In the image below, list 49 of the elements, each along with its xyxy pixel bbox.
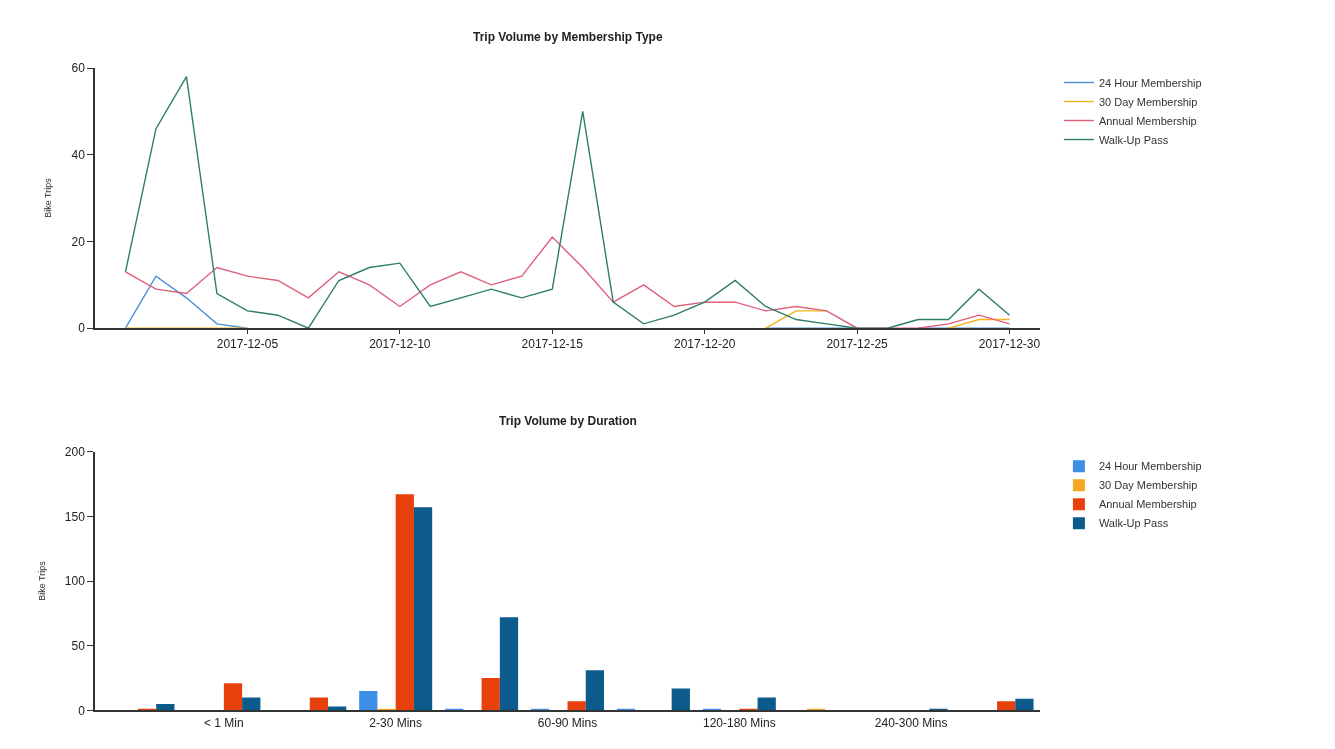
y-tick-label: 0 [78,321,86,336]
chart-title: Trip Volume by Membership Type [473,30,663,44]
x-tick-label: 240-300 Mins [874,715,948,730]
y-tick-label: 100 [64,574,86,589]
x-tick-label: 60-90 Mins [537,715,598,730]
legend-label: Annual Membership [1098,114,1197,127]
x-tick-label: 2017-12-20 [673,337,736,352]
legend-label: Walk-Up Pass [1098,517,1169,530]
bar [1015,698,1034,711]
bar [309,697,329,711]
x-tick-label: 2017-12-25 [826,337,889,352]
chart-title: Trip Volume by Duration [499,414,637,428]
y-tick-label: 50 [71,638,86,653]
bar [585,670,605,711]
x-tick-label: 2017-12-10 [369,337,431,352]
y-tick-label: 200 [64,444,86,459]
legend-label: 30 Day Membership [1098,479,1198,492]
y-axis-title: Bike Trips [43,177,54,218]
bar [671,688,690,711]
bar [242,697,261,711]
bar [567,701,586,711]
y-tick-label: 150 [64,509,86,524]
bar [997,701,1016,711]
x-tick-label: < 1 Min [204,715,244,730]
bar [359,690,378,711]
line-series [124,236,1011,329]
legend-label: Walk-Up Pass [1098,133,1169,146]
bar [223,683,243,711]
legend-label: Annual Membership [1098,498,1197,511]
x-tick-label: 2017-12-15 [521,337,584,352]
legend-label: 30 Day Membership [1098,95,1198,108]
y-tick-label: 40 [71,147,86,162]
line-series [124,75,1011,329]
bar [156,703,175,711]
bar [499,617,519,711]
bar [413,507,433,711]
x-tick-label: 2-30 Mins [369,715,423,730]
x-tick-label: 120-180 Mins [702,715,776,730]
x-tick-label: 2017-12-05 [216,337,279,352]
bar [757,697,776,711]
legend-label: 24 Hour Membership [1098,76,1202,89]
y-tick-label: 60 [71,61,86,76]
bar [481,678,500,711]
y-tick-label: 20 [71,234,86,249]
x-tick-label: 2017-12-30 [978,337,1041,352]
bar [395,494,414,711]
legend-label: 24 Hour Membership [1098,460,1202,473]
y-axis-title: Bike Trips [36,560,47,601]
y-tick-label: 0 [78,703,86,718]
